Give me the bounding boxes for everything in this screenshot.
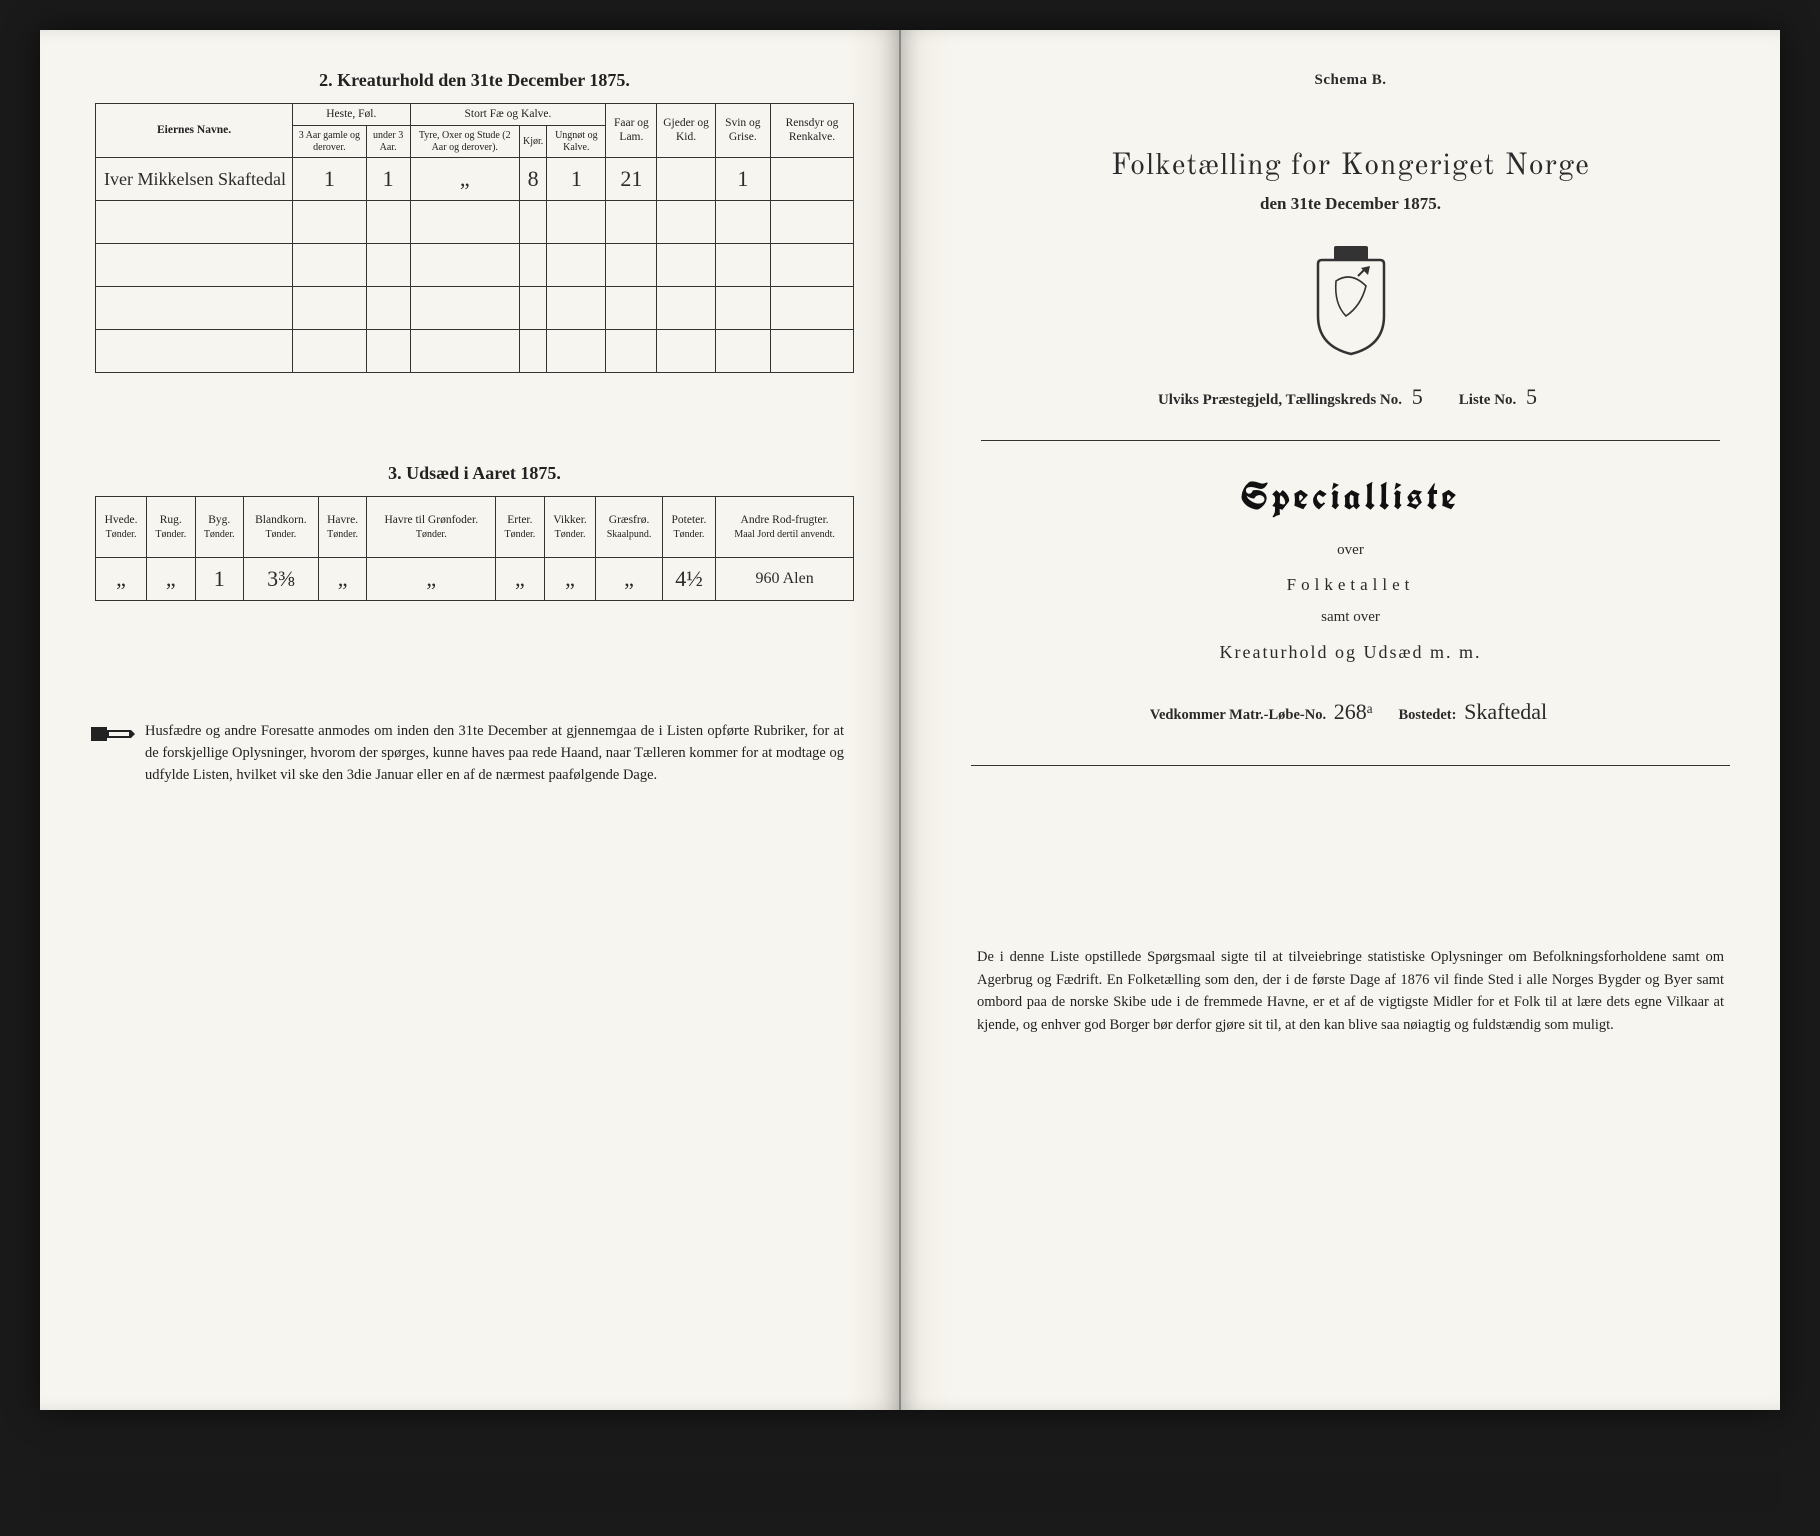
cell-u4: 3⅜ (243, 558, 318, 601)
table-row (96, 330, 854, 373)
long-divider (971, 765, 1730, 766)
cell-v8: 1 (715, 158, 770, 201)
cell-v6: 21 (606, 158, 657, 201)
col-heste-over3: 3 Aar gamle og derover. (293, 126, 367, 158)
spec-kreatur: Kreaturhold og Udsæd m. m. (971, 634, 1730, 672)
cell-v1: 1 (293, 158, 367, 201)
matr-line: Vedkommer Matr.-Løbe-No. 268ᵃ Bostedet: … (971, 699, 1730, 725)
table-row (96, 201, 854, 244)
kreaturhold-table: Eiernes Navne. Heste, Føl. Stort Fæ og K… (95, 103, 854, 373)
notice-text: Husfædre og andre Foresatte anmodes om i… (145, 723, 844, 783)
cell-u5: „ (318, 558, 367, 601)
page-edge-texture (40, 1472, 1780, 1508)
col-rensdyr: Rensdyr og Renkalve. (770, 104, 853, 158)
col-tyre: Tyre, Oxer og Stude (2 Aar og derover). (410, 126, 519, 158)
col-eiernes-navne: Eiernes Navne. (96, 104, 293, 158)
cell-u9: „ (596, 558, 662, 601)
col-havre: Havre.Tønder. (318, 497, 367, 558)
spec-over: over (971, 535, 1730, 567)
specialliste-title: Specialliste (971, 471, 1730, 521)
cell-v3: „ (410, 158, 519, 201)
coat-of-arms-icon (1306, 246, 1396, 356)
cell-v4: 8 (519, 158, 546, 201)
cell-v2: 1 (366, 158, 410, 201)
pointing-hand-icon (91, 723, 135, 745)
udsaed-table: Hvede.Tønder. Rug.Tønder. Byg.Tønder. Bl… (95, 496, 854, 601)
cell-u11: 960 Alen (716, 558, 854, 601)
scan-frame: 2. Kreaturhold den 31te December 1875. E… (0, 0, 1820, 1536)
group-stortfae: Stort Fæ og Kalve. (410, 104, 606, 126)
matr-no: 268ᵃ (1330, 699, 1377, 724)
spec-folketallet: Folketallet (971, 567, 1730, 603)
col-faar: Faar og Lam. (606, 104, 657, 158)
notice-block: Husfædre og andre Foresatte anmodes om i… (95, 721, 854, 786)
main-subtitle: den 31te December 1875. (971, 194, 1730, 214)
col-svin: Svin og Grise. (715, 104, 770, 158)
cell-u2: „ (147, 558, 195, 601)
cell-u10: 4½ (662, 558, 716, 601)
open-book: 2. Kreaturhold den 31te December 1875. E… (40, 30, 1780, 1410)
col-kjor: Kjør. (519, 126, 546, 158)
table-row: Iver Mikkelsen Skaftedal 1 1 „ 8 1 21 1 (96, 158, 854, 201)
col-graesfro: Græsfrø.Skaalpund. (596, 497, 662, 558)
col-havre-gron: Havre til Grønfoder.Tønder. (367, 497, 496, 558)
left-page: 2. Kreaturhold den 31te December 1875. E… (40, 30, 901, 1410)
bosted-label: Bostedet: (1398, 707, 1456, 723)
section3-title: 3. Udsæd i Aaret 1875. (95, 463, 854, 484)
col-erter: Erter.Tønder. (496, 497, 544, 558)
group-heste: Heste, Føl. (293, 104, 410, 126)
cell-u6: „ (367, 558, 496, 601)
cell-v9 (770, 158, 853, 201)
table-row: „ „ 1 3⅜ „ „ „ „ „ 4½ 960 Alen (96, 558, 854, 601)
cell-name: Iver Mikkelsen Skaftedal (96, 158, 293, 201)
cell-u3: 1 (195, 558, 243, 601)
matr-label: Vedkommer Matr.-Løbe-No. (1150, 707, 1326, 723)
col-heste-under3: under 3 Aar. (366, 126, 410, 158)
spec-samt: samt over (971, 602, 1730, 634)
cell-u1: „ (96, 558, 147, 601)
main-title: Folketælling for Kongeriget Norge (971, 149, 1730, 186)
cell-v5: 1 (547, 158, 606, 201)
table-row (96, 244, 854, 287)
col-poteter: Poteter.Tønder. (662, 497, 716, 558)
section2-title: 2. Kreaturhold den 31te December 1875. (95, 70, 854, 91)
col-ungnot: Ungnøt og Kalve. (547, 126, 606, 158)
col-rodfrugter: Andre Rod-frugter.Maal Jord dertil anven… (716, 497, 854, 558)
body-paragraph: De i denne Liste opstillede Spørgsmaal s… (971, 946, 1730, 1036)
col-blandkorn: Blandkorn.Tønder. (243, 497, 318, 558)
col-rug: Rug.Tønder. (147, 497, 195, 558)
liste-no: 5 (1520, 384, 1543, 409)
kreds-no: 5 (1406, 384, 1429, 409)
schema-label: Schema B. (971, 72, 1730, 89)
col-vikker: Vikker.Tønder. (544, 497, 596, 558)
col-hvede: Hvede.Tønder. (96, 497, 147, 558)
right-page: Schema B. Folketælling for Kongeriget No… (901, 30, 1780, 1410)
col-gjeder: Gjeder og Kid. (657, 104, 715, 158)
liste-label: Liste No. (1459, 392, 1517, 408)
district-line: Ulviks Præstegjeld, Tællingskreds No. 5 … (971, 384, 1730, 410)
cell-u7: „ (496, 558, 544, 601)
table-row (96, 287, 854, 330)
district-prefix: Ulviks Præstegjeld, Tællingskreds No. (1158, 392, 1402, 408)
cell-u8: „ (544, 558, 596, 601)
cell-v7 (657, 158, 715, 201)
col-byg: Byg.Tønder. (195, 497, 243, 558)
divider (981, 440, 1720, 441)
bosted-value: Skaftedal (1460, 699, 1551, 724)
spec-lines: over Folketallet samt over Kreaturhold o… (971, 535, 1730, 671)
